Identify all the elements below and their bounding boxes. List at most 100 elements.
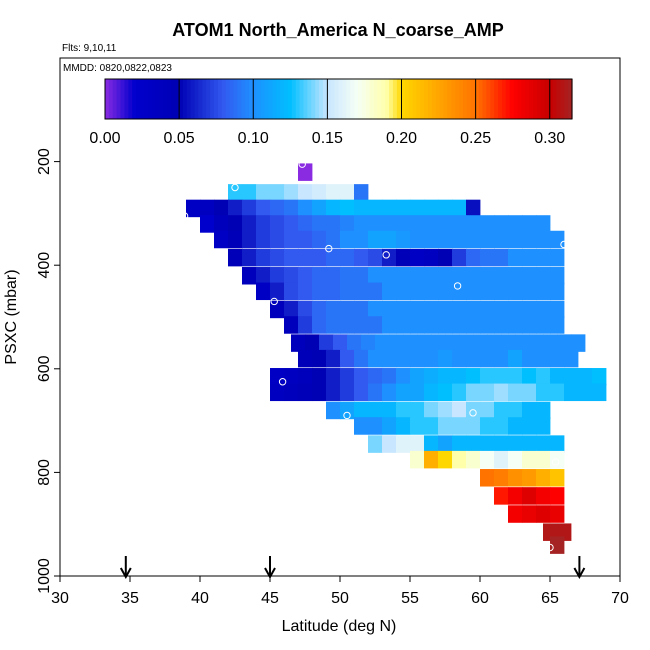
heatmap-cell (466, 199, 481, 218)
colorbar-swatch (280, 79, 285, 119)
heatmap-cell (312, 368, 327, 386)
heatmap-cell (522, 282, 537, 301)
heatmap-cell (375, 334, 390, 352)
heatmap-cell (368, 383, 383, 402)
heatmap-cell (312, 248, 327, 267)
measurement-point (278, 378, 287, 386)
heatmap-cell (382, 316, 397, 334)
heatmap-cell (480, 215, 495, 233)
heatmap-cell (396, 417, 411, 435)
colorbar-swatch (533, 79, 538, 119)
colorbar-swatch (295, 79, 301, 119)
x-tick-label: 45 (261, 590, 279, 607)
colorbar-swatch (330, 79, 336, 119)
heatmap-cell (284, 300, 299, 319)
colorbar-swatch (155, 79, 161, 119)
heatmap-cell (382, 300, 397, 319)
heatmap-cell (438, 383, 453, 402)
heatmap-cell (270, 282, 285, 301)
heatmap-cell (298, 316, 313, 334)
colorbar-swatch (385, 79, 390, 119)
heatmap-cell (550, 487, 565, 505)
heatmap-cell (228, 199, 243, 218)
heatmap-cell (396, 316, 411, 334)
heatmap-cell (256, 215, 271, 233)
heatmap-cell (298, 282, 313, 301)
heatmap-cell (396, 230, 411, 249)
heatmap-cell (494, 450, 509, 469)
colorbar-swatch (400, 79, 406, 119)
measurement-point (469, 409, 477, 417)
heatmap-cell (410, 417, 425, 435)
heatmap-cell (522, 267, 537, 285)
heatmap-cell (228, 215, 243, 233)
heatmap-cell (354, 184, 369, 202)
colorbar-swatch (338, 79, 343, 119)
heatmap-cell (354, 368, 369, 386)
heatmap-cell (452, 300, 467, 319)
heatmap-cell (396, 435, 411, 453)
colorbar-tick-label: 0.15 (312, 130, 343, 147)
measurement-point (560, 240, 568, 249)
heatmap-cell (508, 316, 523, 334)
heatmap-cell (424, 248, 439, 267)
heatmap-cell (382, 248, 397, 267)
heatmap-cell (354, 230, 369, 249)
colorbar-swatch (229, 79, 235, 119)
heatmap-cell (354, 401, 369, 420)
heatmap-cell (424, 401, 439, 420)
heatmap-cell (564, 383, 579, 402)
heatmap-cell (424, 215, 439, 233)
x-tick-label: 65 (541, 590, 559, 607)
heatmap-cell (508, 401, 523, 420)
colorbar-swatch (276, 79, 281, 119)
heatmap-cell (578, 368, 593, 386)
heatmap-cell (550, 368, 565, 386)
heatmap-cell (410, 215, 425, 233)
colorbar-swatch (334, 79, 340, 119)
heatmap-cell (508, 215, 523, 233)
heatmap-cell (522, 469, 537, 487)
colorbar-swatch (202, 79, 207, 119)
heatmap-cell (284, 316, 299, 334)
x-tick-label: 70 (611, 590, 629, 607)
colorbar-swatch (564, 79, 569, 119)
heatmap-cell (354, 383, 369, 402)
colorbar-swatch (560, 79, 565, 119)
heatmap-cell (550, 505, 565, 523)
heatmap-cell (200, 215, 215, 233)
heatmap-cell (382, 199, 397, 218)
heatmap-cell (270, 184, 285, 202)
colorbar-swatch (128, 79, 133, 119)
heatmap-cell (354, 267, 369, 285)
heatmap-cell (494, 267, 509, 285)
colorbar-swatch (354, 79, 359, 119)
heatmap-cell (550, 435, 565, 453)
colorbar-swatch (478, 79, 484, 119)
heatmap-cell (452, 267, 467, 285)
heatmap-cell (410, 435, 425, 453)
heatmap-cell (186, 199, 201, 218)
heatmap-cell (515, 334, 530, 352)
heatmap-cells (186, 163, 607, 554)
colorbar-swatch (455, 79, 460, 119)
measurement-point (270, 297, 278, 306)
heatmap-cell (466, 300, 481, 319)
heatmap-cell (214, 230, 229, 249)
heatmap-cell (466, 435, 481, 453)
colorbar-swatch (322, 79, 328, 119)
heatmap-cell (508, 450, 523, 469)
heatmap-cell (382, 368, 397, 386)
heatmap-cell (508, 417, 523, 435)
heatmap-cell (536, 505, 551, 523)
colorbar-swatch (470, 79, 476, 119)
colorbar-swatch (206, 79, 211, 119)
heatmap-cell (389, 334, 404, 352)
heatmap-cell (550, 300, 565, 319)
heatmap-cell (550, 349, 565, 368)
heatmap-cell (242, 199, 257, 218)
colorbar-swatch (420, 79, 425, 119)
heatmap-cell (508, 469, 523, 487)
heatmap-cell (312, 184, 327, 202)
heatmap-cell (438, 300, 453, 319)
